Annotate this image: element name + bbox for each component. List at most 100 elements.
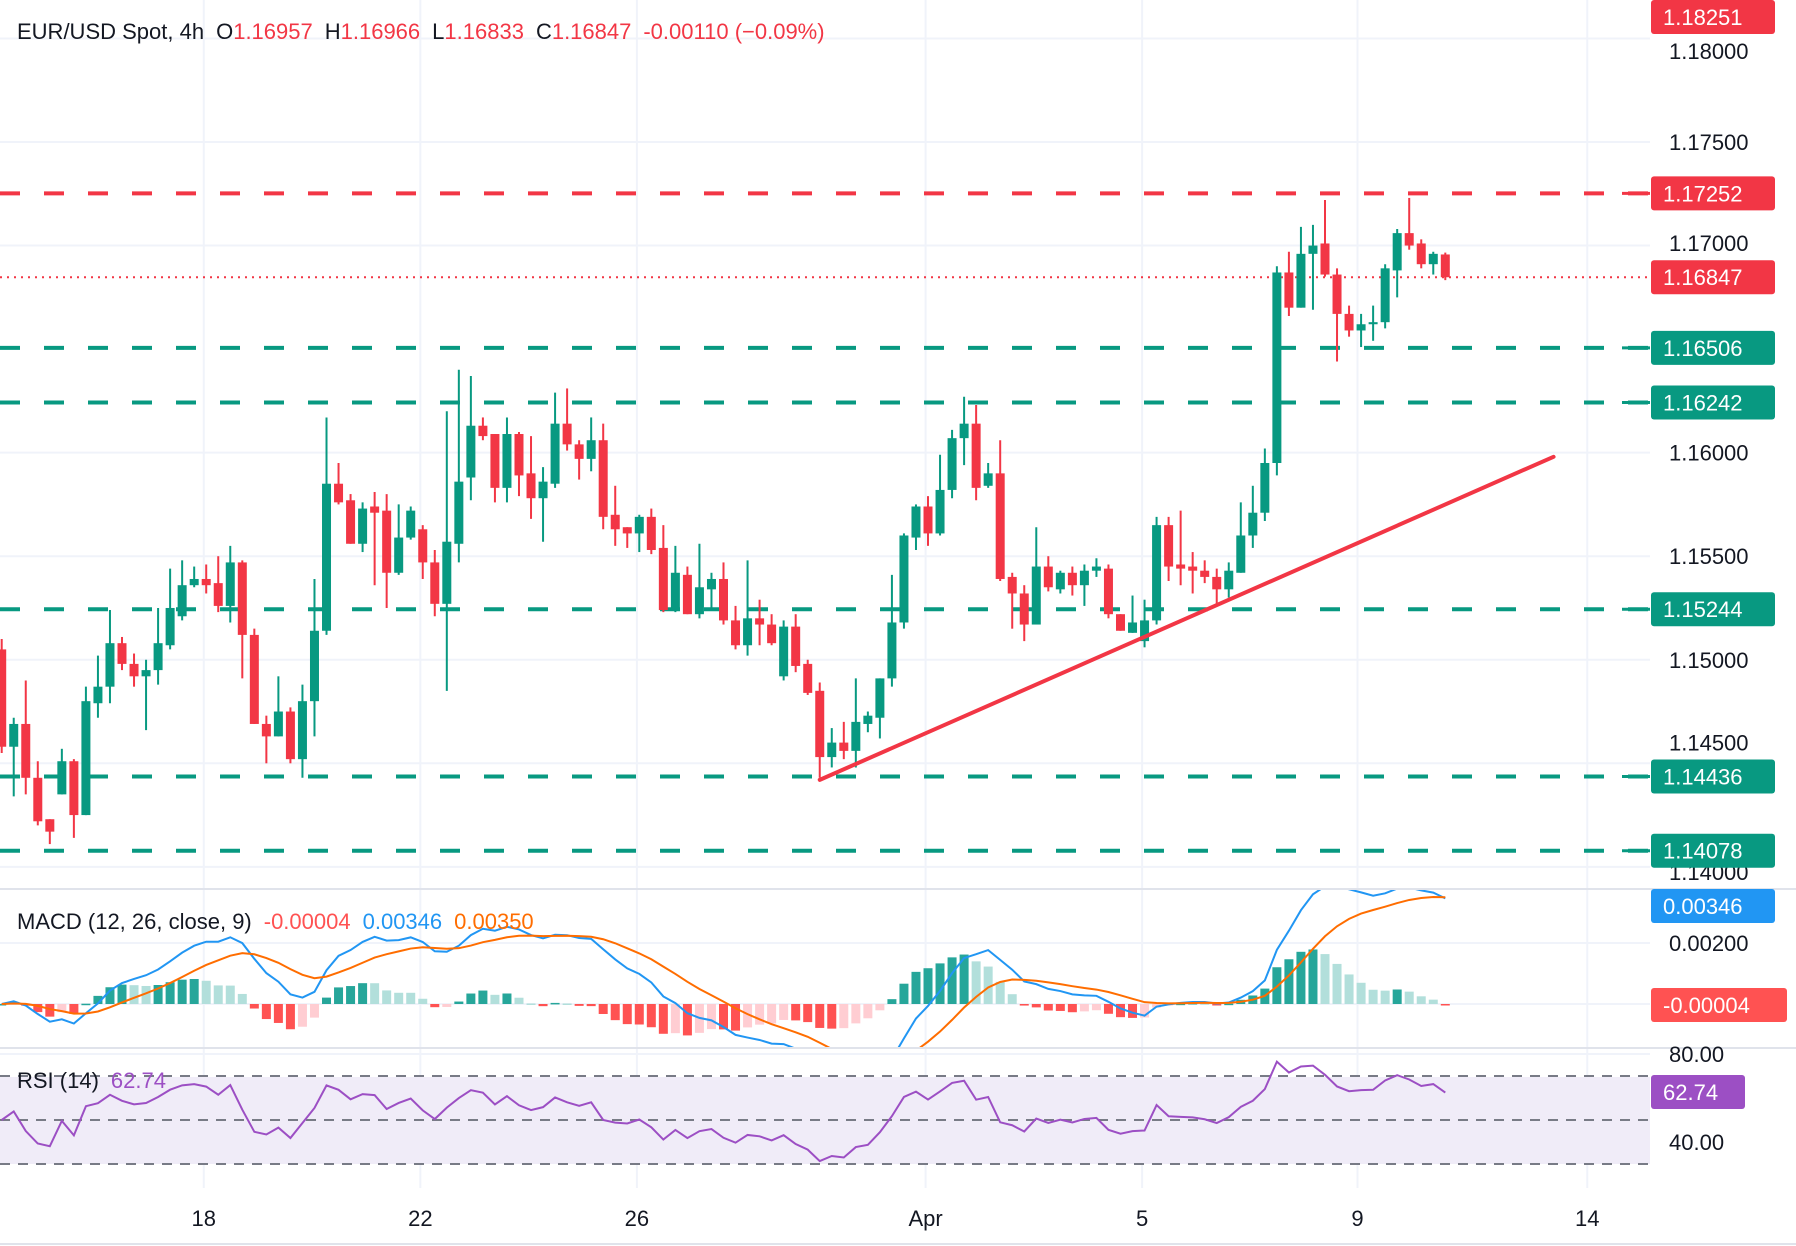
price-axis[interactable]: 1.18000 1.17500 1.17000 1.16000 1.15500 1.150…: [1622, 0, 1787, 1155]
candle: [514, 431, 524, 497]
level-price-label-bg: [1651, 833, 1775, 868]
macd-histogram-bar: [743, 1004, 753, 1028]
level-price-label: 1.14436: [1651, 759, 1775, 794]
candle: [502, 417, 512, 503]
macd-histogram-bar: [1140, 1004, 1150, 1018]
candle: [406, 506, 416, 540]
macd-value-label: 0.00346: [1651, 889, 1775, 923]
macd-histogram-bar: [574, 1004, 584, 1006]
candle: [815, 682, 825, 778]
macd-histogram-bar: [454, 1001, 464, 1004]
macd-histogram-bar: [490, 994, 500, 1004]
macd-histogram-bar: [285, 1004, 295, 1030]
candle: [249, 628, 259, 724]
candle: [1091, 558, 1101, 577]
candle-body: [454, 481, 464, 544]
macd-histogram-bar: [249, 1004, 259, 1009]
candle: [1007, 572, 1017, 629]
level-price-label-text: 1.17252: [1663, 181, 1743, 206]
macd-title[interactable]: MACD (12, 26, close, 9): [17, 909, 252, 934]
time-tick-label: 14: [1575, 1206, 1599, 1231]
macd-histogram-bar: [526, 1003, 536, 1005]
candle-body: [706, 578, 716, 590]
candle: [45, 819, 55, 845]
candle: [370, 491, 380, 586]
candle: [731, 605, 741, 650]
candle-body: [1164, 525, 1174, 567]
macd-histogram-bar: [1043, 1004, 1053, 1011]
candle-body: [1067, 572, 1077, 586]
candle-body: [442, 541, 452, 604]
macd-histogram-bar: [995, 981, 1005, 1004]
macd-histogram-bar: [682, 1004, 692, 1036]
macd-histogram-bar: [839, 1004, 849, 1029]
symbol-title[interactable]: EUR/USD Spot, 4h: [17, 19, 205, 44]
macd-histogram-bar: [1019, 1004, 1029, 1006]
macd-histogram-bar: [755, 1004, 765, 1025]
candle-body: [1140, 620, 1150, 642]
candle-body: [1356, 324, 1366, 331]
macd-histogram-bar: [430, 1004, 440, 1008]
candle: [478, 417, 488, 441]
candle-body: [598, 440, 608, 517]
candle: [851, 678, 861, 768]
candle-body: [334, 483, 344, 503]
macd-histogram-bar: [129, 985, 139, 1004]
macd-histogram-bar: [1115, 1004, 1125, 1018]
level-price-label-bg: [1651, 592, 1775, 627]
candle-body: [1308, 245, 1318, 254]
time-axis[interactable]: 18 22 26 Apr 5 9 14: [0, 1206, 1796, 1245]
macd-histogram-bar: [406, 992, 416, 1004]
candle-body: [851, 721, 861, 751]
candle-body: [406, 510, 416, 538]
macd-signal-line: [1, 895, 1446, 1047]
candle-body: [273, 711, 283, 737]
current-price-label-text: 1.16847: [1663, 265, 1743, 290]
candle: [574, 440, 584, 480]
close-prefix: C: [535, 19, 552, 44]
macd-histogram-bar: [502, 993, 512, 1004]
candle: [105, 610, 115, 704]
close-value: 1.16847: [551, 19, 632, 44]
candle: [418, 525, 428, 579]
macd-histogram-bar: [1380, 990, 1390, 1004]
candle-body: [1260, 463, 1270, 513]
candle-body: [634, 516, 644, 534]
macd-histogram-bar: [1176, 1003, 1186, 1006]
level-price-label-text: 1.16242: [1663, 391, 1743, 416]
candle-body: [646, 516, 656, 550]
candle-body: [249, 634, 259, 724]
grid: [0, 0, 1650, 1188]
macd-histogram-bar: [899, 983, 909, 1004]
rsi-value-label-text: 62.74: [1663, 1080, 1718, 1105]
candle: [1368, 305, 1378, 341]
candle-body: [322, 483, 332, 631]
candle-body: [899, 535, 909, 623]
candle: [1031, 527, 1041, 625]
candle-body: [1416, 243, 1426, 265]
macd-value-label-bg: [1651, 889, 1775, 923]
candle: [1103, 564, 1113, 619]
macd-histogram-bar: [1416, 996, 1426, 1004]
horizontal-levels: [0, 191, 1650, 853]
candle: [682, 566, 692, 615]
macd-histogram-bar: [189, 978, 199, 1004]
rsi-title[interactable]: RSI (14): [17, 1068, 99, 1093]
rsi-value-label-bg: [1651, 1075, 1745, 1109]
candle-body: [887, 622, 897, 679]
candle: [466, 376, 476, 501]
price-tick-label: 1.16000: [1669, 441, 1749, 466]
candle: [57, 748, 67, 795]
candle-body: [0, 649, 7, 747]
price-tick-label: 1.15000: [1669, 648, 1749, 673]
candle: [1188, 552, 1198, 594]
candle: [1416, 239, 1426, 269]
candle: [225, 545, 235, 623]
macd-histogram-bar: [1224, 1003, 1234, 1006]
candle: [93, 655, 103, 718]
candle: [767, 614, 777, 646]
level-price-label-text: 1.14078: [1663, 839, 1743, 864]
candle-body: [767, 624, 777, 644]
price-tick-label: 1.17000: [1669, 231, 1749, 256]
